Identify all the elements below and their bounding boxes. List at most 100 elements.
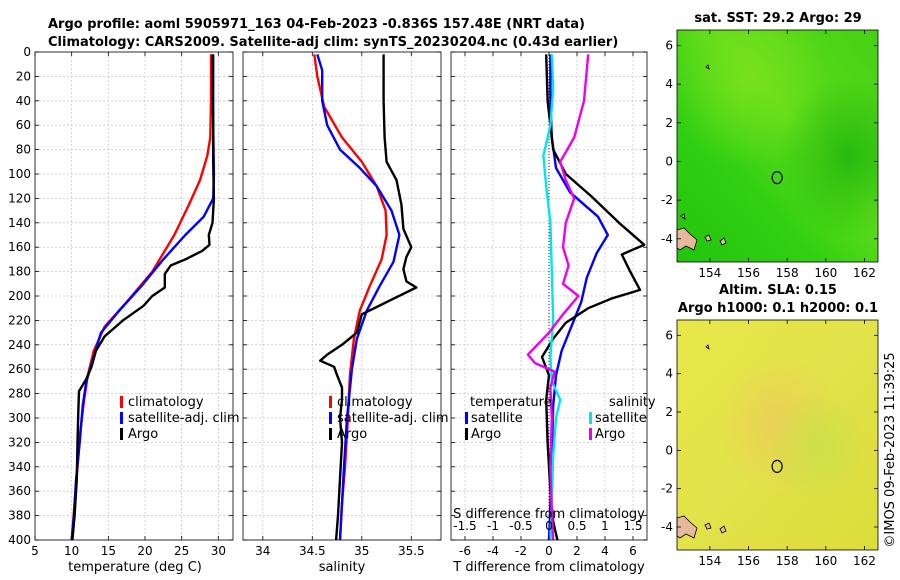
map-x-tick-label: 154 <box>698 554 721 568</box>
x-tick-label: 20 <box>137 544 152 558</box>
series-line-s-argo <box>526 54 590 541</box>
series-line-argo <box>319 54 418 541</box>
x-tick-label: 2 <box>573 544 581 558</box>
map-y-tick-label: 6 <box>665 328 673 342</box>
legend-swatch-t-argo <box>465 428 468 440</box>
x-tick-label: 35 <box>354 544 369 558</box>
y-tick-label: 320 <box>8 435 31 449</box>
legend-swatch-argo <box>329 428 332 440</box>
map-x-tick-label: 156 <box>737 554 760 568</box>
legend-swatch-s-argo <box>589 428 592 440</box>
map-y-tick-label: 2 <box>665 116 673 130</box>
sst-map-axes: 154 156 158 160 162 -4 -2 0 2 4 6 <box>661 29 879 280</box>
temperature-xlabel: temperature (deg C) <box>68 560 202 575</box>
land-islet <box>704 234 712 242</box>
x-tick-label: 6 <box>629 544 637 558</box>
legend-label-argo: Argo <box>337 427 367 442</box>
y-tick-label: 240 <box>8 338 31 352</box>
map-y-tick-label: 4 <box>665 77 673 91</box>
series-line-satellite-adj-clim <box>316 54 401 541</box>
y-tick-label: 360 <box>8 484 31 498</box>
legend-swatch-climatology <box>120 396 123 408</box>
y-tick-label: 280 <box>8 387 31 401</box>
legend-swatch-t-satellite <box>465 412 468 424</box>
map-x-tick-label: 158 <box>776 266 799 280</box>
y-tick-label: 260 <box>8 362 31 376</box>
x-tick-label: 34 <box>255 544 270 558</box>
x-tick-label: 30 <box>211 544 226 558</box>
legend-label-s-argo: Argo <box>595 427 625 442</box>
legend-label-argo: Argo <box>128 427 158 442</box>
x-tick-label: -2 <box>515 544 527 558</box>
x-tick-label: 4 <box>601 544 609 558</box>
s-tick-label: 0.5 <box>567 519 586 533</box>
s-tick-label: -1 <box>487 519 499 533</box>
salinity-axes: 34 34.5 35 35.5 <box>242 51 442 558</box>
land-islet <box>705 64 710 70</box>
map-y-tick-label: 0 <box>665 443 673 457</box>
map-x-tick-label: 154 <box>698 266 721 280</box>
y-tick-label: 0 <box>23 45 31 59</box>
y-tick-label: 60 <box>16 118 31 132</box>
map-x-tick-label: 160 <box>814 266 837 280</box>
map-frame <box>676 29 879 263</box>
y-tick-label: 140 <box>8 216 31 230</box>
header-title-line1: Argo profile: aoml 5905971_163 04-Feb-20… <box>48 17 585 32</box>
land-islet <box>705 344 710 350</box>
x-tick-label: -6 <box>459 544 471 558</box>
map-y-tick-label: 2 <box>665 405 673 419</box>
sla-field-low-patch <box>677 320 878 550</box>
series-line-s-satellite <box>542 54 562 541</box>
y-tick-label: 400 <box>8 533 31 547</box>
float-position-marker <box>771 171 783 185</box>
map-y-tick-label: 4 <box>665 367 673 381</box>
sst-map-title: sat. SST: 29.2 Argo: 29 <box>694 11 861 26</box>
sla-map-title-line1: Altim. SLA: 0.15 <box>719 283 837 298</box>
legend-swatch-satellite <box>120 412 123 424</box>
legend-swatch-argo <box>120 428 123 440</box>
x-tick-label: 34.5 <box>299 544 326 558</box>
legend-swatch-satellite <box>329 412 332 424</box>
temperature-legend: climatology satellite-adj. clim Argo <box>120 395 240 442</box>
x-tick-label: 25 <box>174 544 189 558</box>
s-tick-label: -0.5 <box>509 519 532 533</box>
y-tick-label: 20 <box>16 69 31 83</box>
y-tick-label: 300 <box>8 411 31 425</box>
salinity-xlabel: salinity <box>319 560 366 575</box>
land-island <box>676 227 698 251</box>
x-tick-label: -4 <box>487 544 499 558</box>
difference-top-xlabel: S difference from climatology <box>453 507 645 522</box>
imos-watermark: ©IMOS 09-Feb-2023 11:39:25 <box>883 352 898 547</box>
sla-map-axes: 154 156 158 160 162 -4 -2 0 2 4 6 <box>661 319 879 568</box>
land-island <box>676 515 698 539</box>
series-line-t-argo <box>540 54 646 541</box>
series-line-argo <box>71 54 216 541</box>
legend-label-satellite: satellite-adj. clim <box>128 411 240 426</box>
x-tick-label: 10 <box>64 544 79 558</box>
x-tick-label: 15 <box>101 544 116 558</box>
map-frame <box>676 319 879 551</box>
legend-label-climatology: climatology <box>128 395 204 410</box>
y-tick-label: 180 <box>8 265 31 279</box>
land-islet <box>680 213 686 220</box>
legend-title-salinity: salinity <box>609 395 656 410</box>
land-islet <box>719 525 727 534</box>
y-tick-label: 220 <box>8 313 31 327</box>
y-tick-label: 80 <box>16 143 31 157</box>
map-y-tick-label: -4 <box>661 232 673 246</box>
legend-swatch-climatology <box>329 396 332 408</box>
legend-label-s-satellite: satellite <box>595 411 647 426</box>
map-y-tick-label: -2 <box>661 193 673 207</box>
legend-label-t-argo: Argo <box>471 427 501 442</box>
map-y-tick-label: 6 <box>665 38 673 52</box>
difference-xlabel: T difference from climatology <box>452 560 645 575</box>
map-x-tick-label: 160 <box>814 554 837 568</box>
difference-axes: -6 -4 -2 0 2 4 6 -1.5 -1 -0.5 0 0.5 1 1.5 <box>450 51 648 558</box>
float-position-marker <box>771 459 783 473</box>
difference-legend: temperature salinity satellite Argo sate… <box>465 395 656 442</box>
legend-label-satellite: satellite-adj. clim <box>337 411 449 426</box>
map-y-tick-label: 0 <box>665 154 673 168</box>
y-tick-label: 40 <box>16 94 31 108</box>
s-tick-label: -1.5 <box>453 519 476 533</box>
legend-label-t-satellite: satellite <box>471 411 523 426</box>
